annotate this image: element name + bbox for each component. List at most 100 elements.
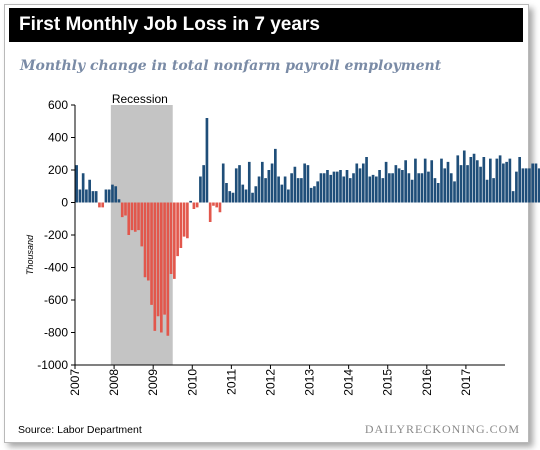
bar	[75, 165, 78, 203]
brand-mark: DAILYRECKONING.COM	[364, 422, 520, 436]
bar	[518, 157, 521, 203]
bar	[436, 183, 440, 203]
y-tick-label: 400	[48, 131, 68, 145]
bar	[531, 163, 535, 203]
x-tick-label: 2011	[224, 369, 238, 395]
bar	[101, 202, 105, 208]
bar	[146, 202, 150, 281]
bar	[440, 158, 443, 203]
bar	[508, 158, 512, 203]
bar	[358, 168, 362, 203]
x-tick-label: 2012	[263, 369, 277, 396]
bar	[120, 202, 124, 218]
bar	[381, 178, 385, 203]
bar	[443, 168, 447, 203]
y-tick-label: -800	[44, 326, 68, 340]
bar	[199, 176, 202, 203]
bar	[384, 161, 388, 203]
bar	[166, 202, 170, 336]
y-tick-label: 600	[48, 98, 68, 112]
bar	[85, 189, 88, 203]
bar	[98, 202, 101, 208]
x-tick-label: 2007	[68, 369, 82, 396]
bar	[322, 173, 326, 203]
bar	[313, 186, 316, 203]
bar	[534, 163, 538, 203]
bar	[462, 150, 466, 203]
bar	[192, 202, 196, 209]
bar	[404, 160, 407, 203]
chart-card	[4, 4, 529, 443]
bar	[195, 202, 199, 208]
bar	[296, 178, 300, 203]
bar	[427, 171, 430, 203]
bar	[143, 202, 147, 278]
x-tick-label: 2016	[420, 369, 434, 396]
bar	[433, 178, 437, 203]
bar	[524, 168, 528, 203]
bar	[111, 184, 114, 203]
bar	[114, 186, 118, 203]
bar	[264, 178, 267, 203]
y-tick-label: 200	[48, 163, 68, 177]
bar	[173, 202, 176, 279]
bar	[117, 199, 121, 203]
bar	[339, 170, 342, 203]
x-tick-label: 2009	[146, 369, 160, 396]
bar	[479, 166, 482, 203]
bar	[127, 202, 131, 235]
bar	[407, 173, 411, 203]
bar	[475, 160, 479, 203]
bar	[469, 157, 473, 203]
bar	[495, 158, 499, 203]
bar	[515, 171, 518, 203]
bar	[104, 189, 108, 203]
bar	[234, 168, 238, 203]
bar	[485, 179, 489, 203]
bar	[163, 202, 166, 315]
bar	[290, 173, 293, 203]
bar	[186, 202, 189, 239]
bar	[391, 173, 394, 203]
bar	[502, 163, 505, 203]
bar	[375, 176, 378, 203]
bar	[498, 155, 502, 203]
bar	[316, 181, 320, 203]
bar	[453, 181, 456, 203]
bar	[107, 189, 111, 203]
bar	[277, 176, 280, 203]
bar	[238, 165, 241, 203]
bar	[251, 192, 254, 203]
bar	[94, 191, 98, 203]
bar	[274, 148, 277, 203]
bar	[218, 202, 222, 213]
y-tick-label: -1000	[37, 358, 68, 372]
x-tick-label: 2010	[185, 369, 199, 396]
y-tick-label: 0	[61, 196, 68, 210]
bar	[306, 165, 310, 203]
bar	[466, 165, 469, 203]
bar	[303, 163, 306, 203]
bar	[212, 202, 215, 206]
bar	[215, 202, 219, 208]
bar	[205, 118, 209, 203]
bar	[257, 176, 261, 203]
bar	[228, 191, 232, 203]
bar	[511, 191, 515, 203]
y-tick-label: -200	[44, 228, 68, 242]
chart-title: First Monthly Job Loss in 7 years	[9, 8, 523, 42]
bar	[283, 176, 287, 203]
bar	[449, 173, 453, 203]
bar	[231, 192, 235, 203]
bar	[342, 176, 346, 203]
bar	[417, 173, 421, 203]
bar	[368, 176, 372, 203]
bar	[489, 158, 492, 203]
bar	[179, 202, 183, 248]
bar	[247, 161, 251, 203]
bar	[300, 178, 303, 203]
bar	[378, 170, 381, 203]
bar	[280, 184, 284, 203]
bar	[401, 170, 404, 203]
